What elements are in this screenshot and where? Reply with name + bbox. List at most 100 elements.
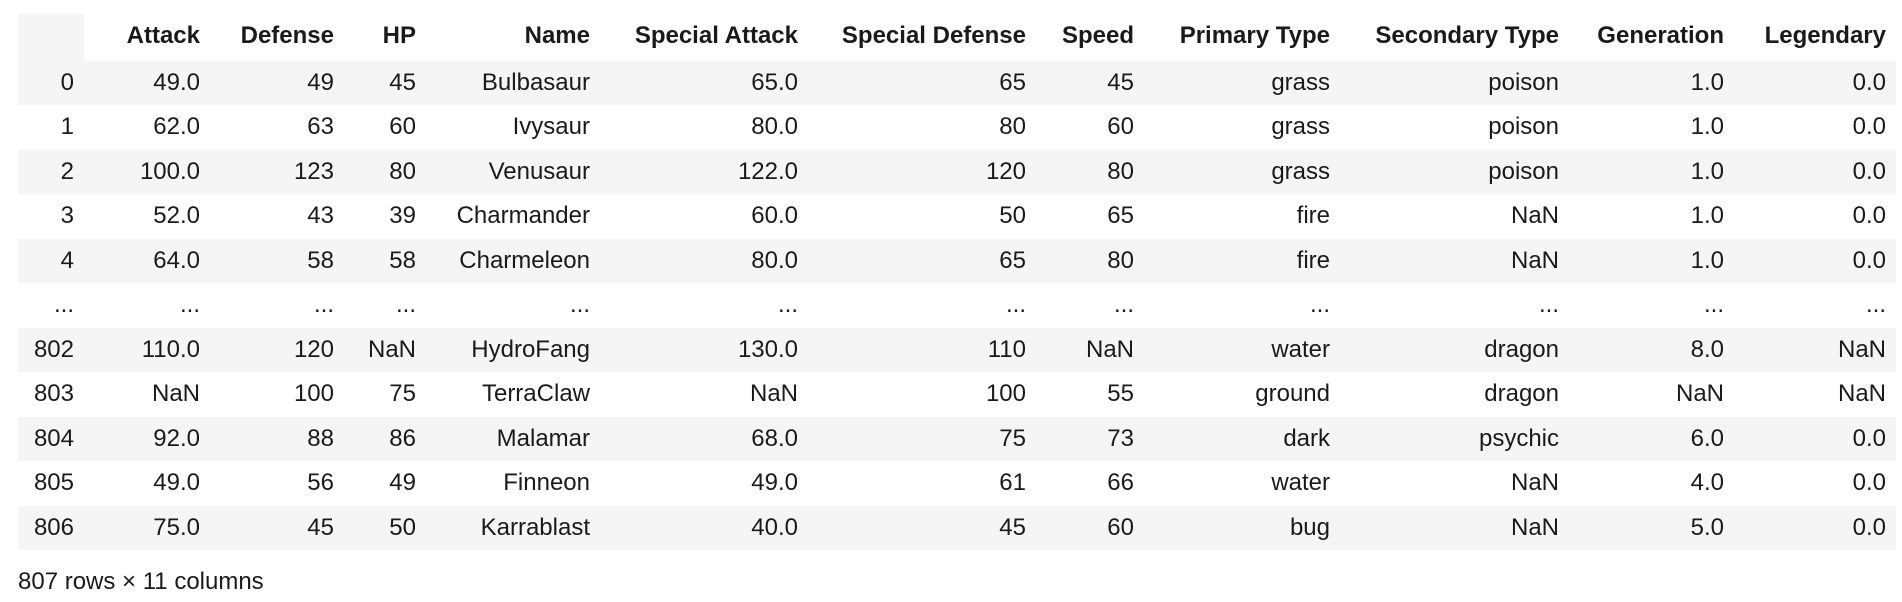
table-cell: 65	[1107, 202, 1134, 230]
table-cell: 120	[293, 335, 334, 363]
row-index: 3	[60, 202, 74, 230]
table-cell: 65	[999, 68, 1026, 96]
table-cell: 40.0	[751, 513, 798, 541]
table-cell: 0.0	[1852, 202, 1886, 230]
dataframe-output: Attack Defense HP Name Special Attack Special…	[18, 14, 1896, 596]
table-cell: ...	[395, 291, 416, 319]
table-cell: Charmander	[456, 202, 590, 230]
table-cell: ...	[313, 291, 334, 319]
table-cell: ...	[569, 291, 590, 319]
table-cell: 80	[999, 113, 1026, 141]
table-cell: 43	[307, 202, 334, 230]
table-cell: Bulbasaur	[481, 68, 590, 96]
table-cell: poison	[1488, 157, 1559, 185]
table-cell: 110	[987, 335, 1026, 363]
table-cell: 80	[1107, 157, 1134, 185]
table-cell: dragon	[1484, 335, 1559, 363]
row-index: 4	[60, 246, 74, 274]
table-cell: NaN	[367, 335, 416, 363]
table-cell: 45	[389, 68, 416, 96]
column-header: Legendary	[1734, 14, 1896, 61]
table-cell: bug	[1289, 513, 1330, 541]
table-cell: 45	[999, 513, 1026, 541]
table-cell: 49.0	[153, 68, 200, 96]
table-header: Attack Defense HP Name Special Attack Special…	[18, 14, 1896, 61]
column-header: Special Attack	[600, 14, 808, 61]
table-cell: 55	[1107, 380, 1134, 408]
table-cell: TerraClaw	[481, 380, 590, 408]
table-cell: 58	[389, 246, 416, 274]
row-index: 804	[33, 424, 74, 452]
table-row: 804 92.0 88 86 Malamar 68.0 75 73 dark psychic 6.0…	[18, 416, 1896, 461]
table-cell: 88	[307, 424, 334, 452]
table-cell: 60	[389, 113, 416, 141]
table-cell: 65.0	[751, 68, 798, 96]
table-cell: NaN	[1085, 335, 1134, 363]
column-header: Primary Type	[1144, 14, 1340, 61]
table-cell: dragon	[1484, 380, 1559, 408]
table-cell: NaN	[1837, 380, 1886, 408]
table-cell: ...	[1309, 291, 1330, 319]
column-header: Name	[426, 14, 600, 61]
column-header: Generation	[1569, 14, 1734, 61]
table-cell: 49.0	[751, 469, 798, 497]
row-index: 802	[33, 335, 74, 363]
dataframe-table: Attack Defense HP Name Special Attack Special…	[18, 14, 1896, 550]
table-cell: grass	[1271, 157, 1330, 185]
shape-summary: 807 rows × 11 columns	[18, 568, 264, 595]
table-body: 0 49.0 49 45 Bulbasaur 65.0 65 45 grass poison 1.0…	[18, 60, 1896, 550]
table-cell: 4.0	[1690, 469, 1724, 497]
table-cell: 100.0	[139, 157, 200, 185]
table-cell: NaN	[1510, 469, 1559, 497]
table-cell: 1.0	[1690, 157, 1724, 185]
table-cell: 49	[307, 68, 334, 96]
table-cell: 123	[293, 157, 334, 185]
table-row: 2 100.0 123 80 Venusaur 122.0 120 80 grass poison…	[18, 149, 1896, 194]
table-cell: water	[1271, 469, 1330, 497]
table-cell: NaN	[1510, 246, 1559, 274]
table-cell: ...	[1865, 291, 1886, 319]
table-row: 806 75.0 45 50 Karrablast 40.0 45 60 bug NaN 5.0 0.…	[18, 505, 1896, 550]
table-cell: 1.0	[1690, 68, 1724, 96]
table-cell: NaN	[151, 380, 200, 408]
table-cell: 100	[985, 380, 1026, 408]
table-cell: water	[1271, 335, 1330, 363]
table-cell: psychic	[1478, 424, 1559, 452]
table-cell: 64.0	[153, 246, 200, 274]
table-cell: 6.0	[1690, 424, 1724, 452]
table-cell: 65	[999, 246, 1026, 274]
table-cell: 0.0	[1852, 68, 1886, 96]
table-cell: 56	[307, 469, 334, 497]
table-row: ....................................	[18, 283, 1896, 328]
table-cell: 60.0	[751, 202, 798, 230]
column-header: Speed	[1036, 14, 1144, 61]
table-cell: 0.0	[1852, 424, 1886, 452]
table-cell: grass	[1271, 113, 1330, 141]
table-cell: 75	[999, 424, 1026, 452]
table-cell: ...	[777, 291, 798, 319]
table-cell: 86	[389, 424, 416, 452]
table-cell: NaN	[1510, 513, 1559, 541]
table-cell: Karrablast	[480, 513, 590, 541]
table-cell: 80.0	[751, 113, 798, 141]
table-cell: ...	[1538, 291, 1559, 319]
table-cell: 49.0	[153, 469, 200, 497]
table-cell: 80	[389, 157, 416, 185]
table-cell: 1.0	[1690, 113, 1724, 141]
column-header: Special Defense	[808, 14, 1036, 61]
table-cell: fire	[1296, 202, 1330, 230]
table-cell: 80	[1107, 246, 1134, 274]
column-header: Defense	[210, 14, 344, 61]
table-cell: 0.0	[1852, 246, 1886, 274]
table-row: 803 NaN 100 75 TerraClaw NaN 100 55 ground dragon…	[18, 372, 1896, 417]
table-row: 802 110.0 120 NaN HydroFang 130.0 110 NaN water d…	[18, 327, 1896, 372]
table-cell: 60	[1107, 513, 1134, 541]
row-index: 805	[33, 469, 74, 497]
index-header	[18, 14, 84, 61]
table-cell: 39	[389, 202, 416, 230]
table-cell: fire	[1296, 246, 1330, 274]
table-cell: 52.0	[153, 202, 200, 230]
table-cell: 100	[293, 380, 334, 408]
table-cell: grass	[1271, 68, 1330, 96]
table-cell: 73	[1107, 424, 1134, 452]
